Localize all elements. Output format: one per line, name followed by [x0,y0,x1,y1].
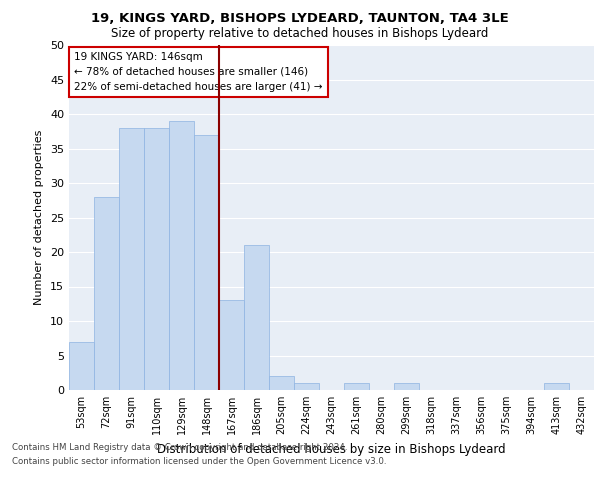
Text: 19, KINGS YARD, BISHOPS LYDEARD, TAUNTON, TA4 3LE: 19, KINGS YARD, BISHOPS LYDEARD, TAUNTON… [91,12,509,26]
Bar [394,383,419,390]
Bar [194,134,219,390]
Bar [244,245,269,390]
X-axis label: Distribution of detached houses by size in Bishops Lydeard: Distribution of detached houses by size … [157,442,506,456]
Text: Contains public sector information licensed under the Open Government Licence v3: Contains public sector information licen… [12,458,386,466]
Text: Size of property relative to detached houses in Bishops Lydeard: Size of property relative to detached ho… [112,28,488,40]
Bar [344,383,369,390]
Bar [144,128,169,390]
Text: 19 KINGS YARD: 146sqm
← 78% of detached houses are smaller (146)
22% of semi-det: 19 KINGS YARD: 146sqm ← 78% of detached … [74,52,323,92]
Y-axis label: Number of detached properties: Number of detached properties [34,130,44,305]
Bar [94,197,119,390]
Bar [169,121,194,390]
Text: Contains HM Land Registry data © Crown copyright and database right 2024.: Contains HM Land Registry data © Crown c… [12,442,347,452]
Bar [294,383,319,390]
Bar [119,128,144,390]
Bar [269,376,294,390]
Bar [544,383,569,390]
Bar [219,300,244,390]
Bar [69,342,94,390]
